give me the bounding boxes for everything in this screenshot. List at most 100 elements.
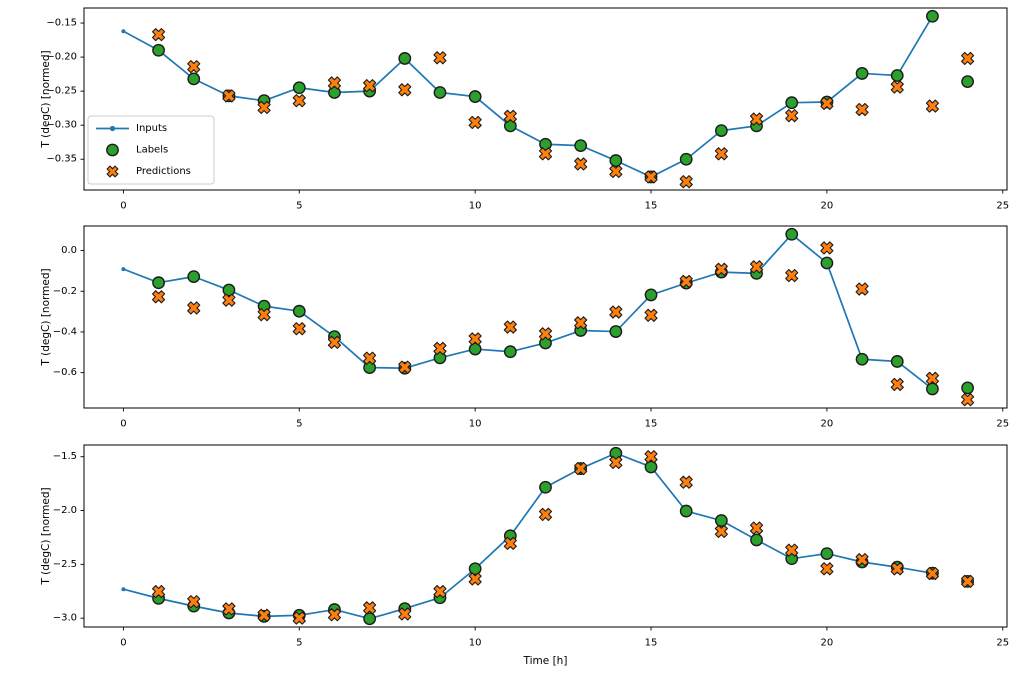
predictions-marker	[151, 290, 166, 304]
predictions-marker	[257, 608, 271, 622]
predictions-marker	[820, 241, 834, 255]
predictions-marker	[538, 147, 553, 161]
axes-frame	[83, 7, 1008, 191]
x-tick-label: 25	[996, 200, 1009, 211]
labels-marker	[187, 270, 201, 284]
predictions-marker	[644, 308, 658, 322]
labels-marker	[679, 504, 693, 518]
labels-marker	[152, 276, 165, 290]
labels-marker	[222, 283, 236, 297]
predictions-marker	[398, 607, 412, 621]
predictions-marker	[398, 83, 412, 97]
predictions-marker	[398, 360, 412, 374]
inputs-line	[122, 15, 934, 178]
predictions-marker	[714, 524, 728, 539]
predictions-marker	[363, 601, 377, 615]
predictions-marker	[327, 76, 342, 90]
legend-label-labels: Labels	[136, 145, 168, 156]
x-tick-label: 10	[469, 637, 482, 648]
labels-marker	[644, 288, 658, 302]
labels-marker	[890, 355, 904, 368]
predictions-marker	[327, 335, 342, 349]
y-tick-label: −0.15	[46, 18, 77, 29]
predictions-marker	[890, 562, 904, 576]
inputs-line	[123, 452, 933, 620]
y-axis-label: T (degC) [normed]	[40, 50, 52, 148]
predictions-marker	[538, 507, 553, 522]
labels-marker	[961, 381, 975, 395]
predictions-marker	[609, 305, 623, 319]
labels-marker	[363, 612, 377, 626]
labels-marker	[714, 124, 728, 138]
predictions-marker	[925, 566, 940, 581]
predictions-marker	[855, 102, 869, 117]
labels-marker	[926, 382, 939, 396]
predictions-marker	[644, 450, 658, 464]
subplot-3: 0 5 10 15 20 25 −1.5 −2.0 −2.5 −3.0 T (degC) [norm…	[40, 444, 1009, 648]
labels-marker	[785, 96, 799, 110]
x-tick-label: 5	[296, 637, 302, 648]
predictions-marker	[187, 595, 201, 609]
predictions-marker	[292, 94, 306, 108]
predictions-marker	[538, 327, 553, 341]
legend-box	[87, 115, 215, 185]
predictions-marker	[785, 268, 799, 283]
legend-labels-circle-icon	[106, 143, 119, 157]
legend-label-inputs: Inputs	[136, 123, 167, 134]
subplot-2: 0 5 10 15 20 25 0.0 −0.2 −0.4 −0.6T (degC) [norme…	[40, 225, 1009, 429]
labels-marker	[503, 345, 517, 359]
labels-marker	[574, 139, 588, 153]
predictions-marker	[257, 100, 271, 115]
predictions-marker	[925, 99, 940, 113]
axes-frame	[83, 225, 1008, 409]
labels-marker	[609, 325, 623, 338]
predictions-marker	[292, 322, 306, 336]
predictions-marker	[222, 89, 236, 103]
predictions-marker	[785, 109, 799, 123]
predictions-marker	[292, 611, 306, 625]
labels-marker	[292, 304, 306, 318]
predictions-marker	[468, 572, 482, 586]
axes-frame	[83, 444, 1008, 628]
y-tick-label: −0.2	[53, 286, 77, 297]
predictions-marker	[609, 164, 623, 179]
y-tick-label: −2.0	[53, 505, 77, 516]
predictions-marker	[679, 175, 693, 189]
y-axis-label: T (degC) [normed]	[40, 268, 52, 366]
predictions-marker	[363, 351, 377, 365]
y-tick-label: −0.20	[46, 52, 77, 63]
legend: Inputs Labels Predictions	[87, 115, 215, 185]
x-tick-label: 5	[296, 418, 302, 429]
x-tick-label: 5	[296, 200, 302, 211]
predictions-marker	[468, 332, 482, 346]
predictions-marker	[222, 293, 236, 307]
labels-marker	[644, 460, 658, 474]
predictions-marker	[679, 274, 693, 289]
x-tick-label: 10	[469, 418, 482, 429]
predictions-marker	[961, 51, 975, 66]
labels-marker	[609, 154, 623, 167]
y-tick-label: 0.0	[61, 245, 77, 256]
labels-marker	[820, 256, 834, 270]
predictions-marker	[574, 316, 588, 330]
predictions-marker	[749, 260, 764, 274]
x-tick-label: 25	[996, 637, 1009, 648]
labels-marker	[187, 72, 201, 86]
predictions-marker	[433, 341, 447, 356]
predictions-marker	[925, 371, 940, 385]
y-tick-label: −0.6	[53, 367, 77, 378]
predictions-marker	[151, 584, 166, 599]
subplot-1: 0 5 10 15 20 25 −0.15 −0.20 −0.25 −0.30 −0.35 T (de…	[40, 7, 1009, 211]
predictions-marker	[714, 147, 728, 161]
labels-marker	[714, 514, 728, 527]
labels-marker	[855, 67, 869, 80]
predictions-marker	[820, 562, 834, 576]
predictions-marker	[609, 455, 623, 470]
predictions-marker	[785, 543, 799, 557]
x-tick-label: 0	[120, 418, 126, 429]
inputs-line	[123, 233, 933, 390]
predictions-marker	[574, 461, 588, 476]
predictions-marker	[433, 51, 447, 65]
